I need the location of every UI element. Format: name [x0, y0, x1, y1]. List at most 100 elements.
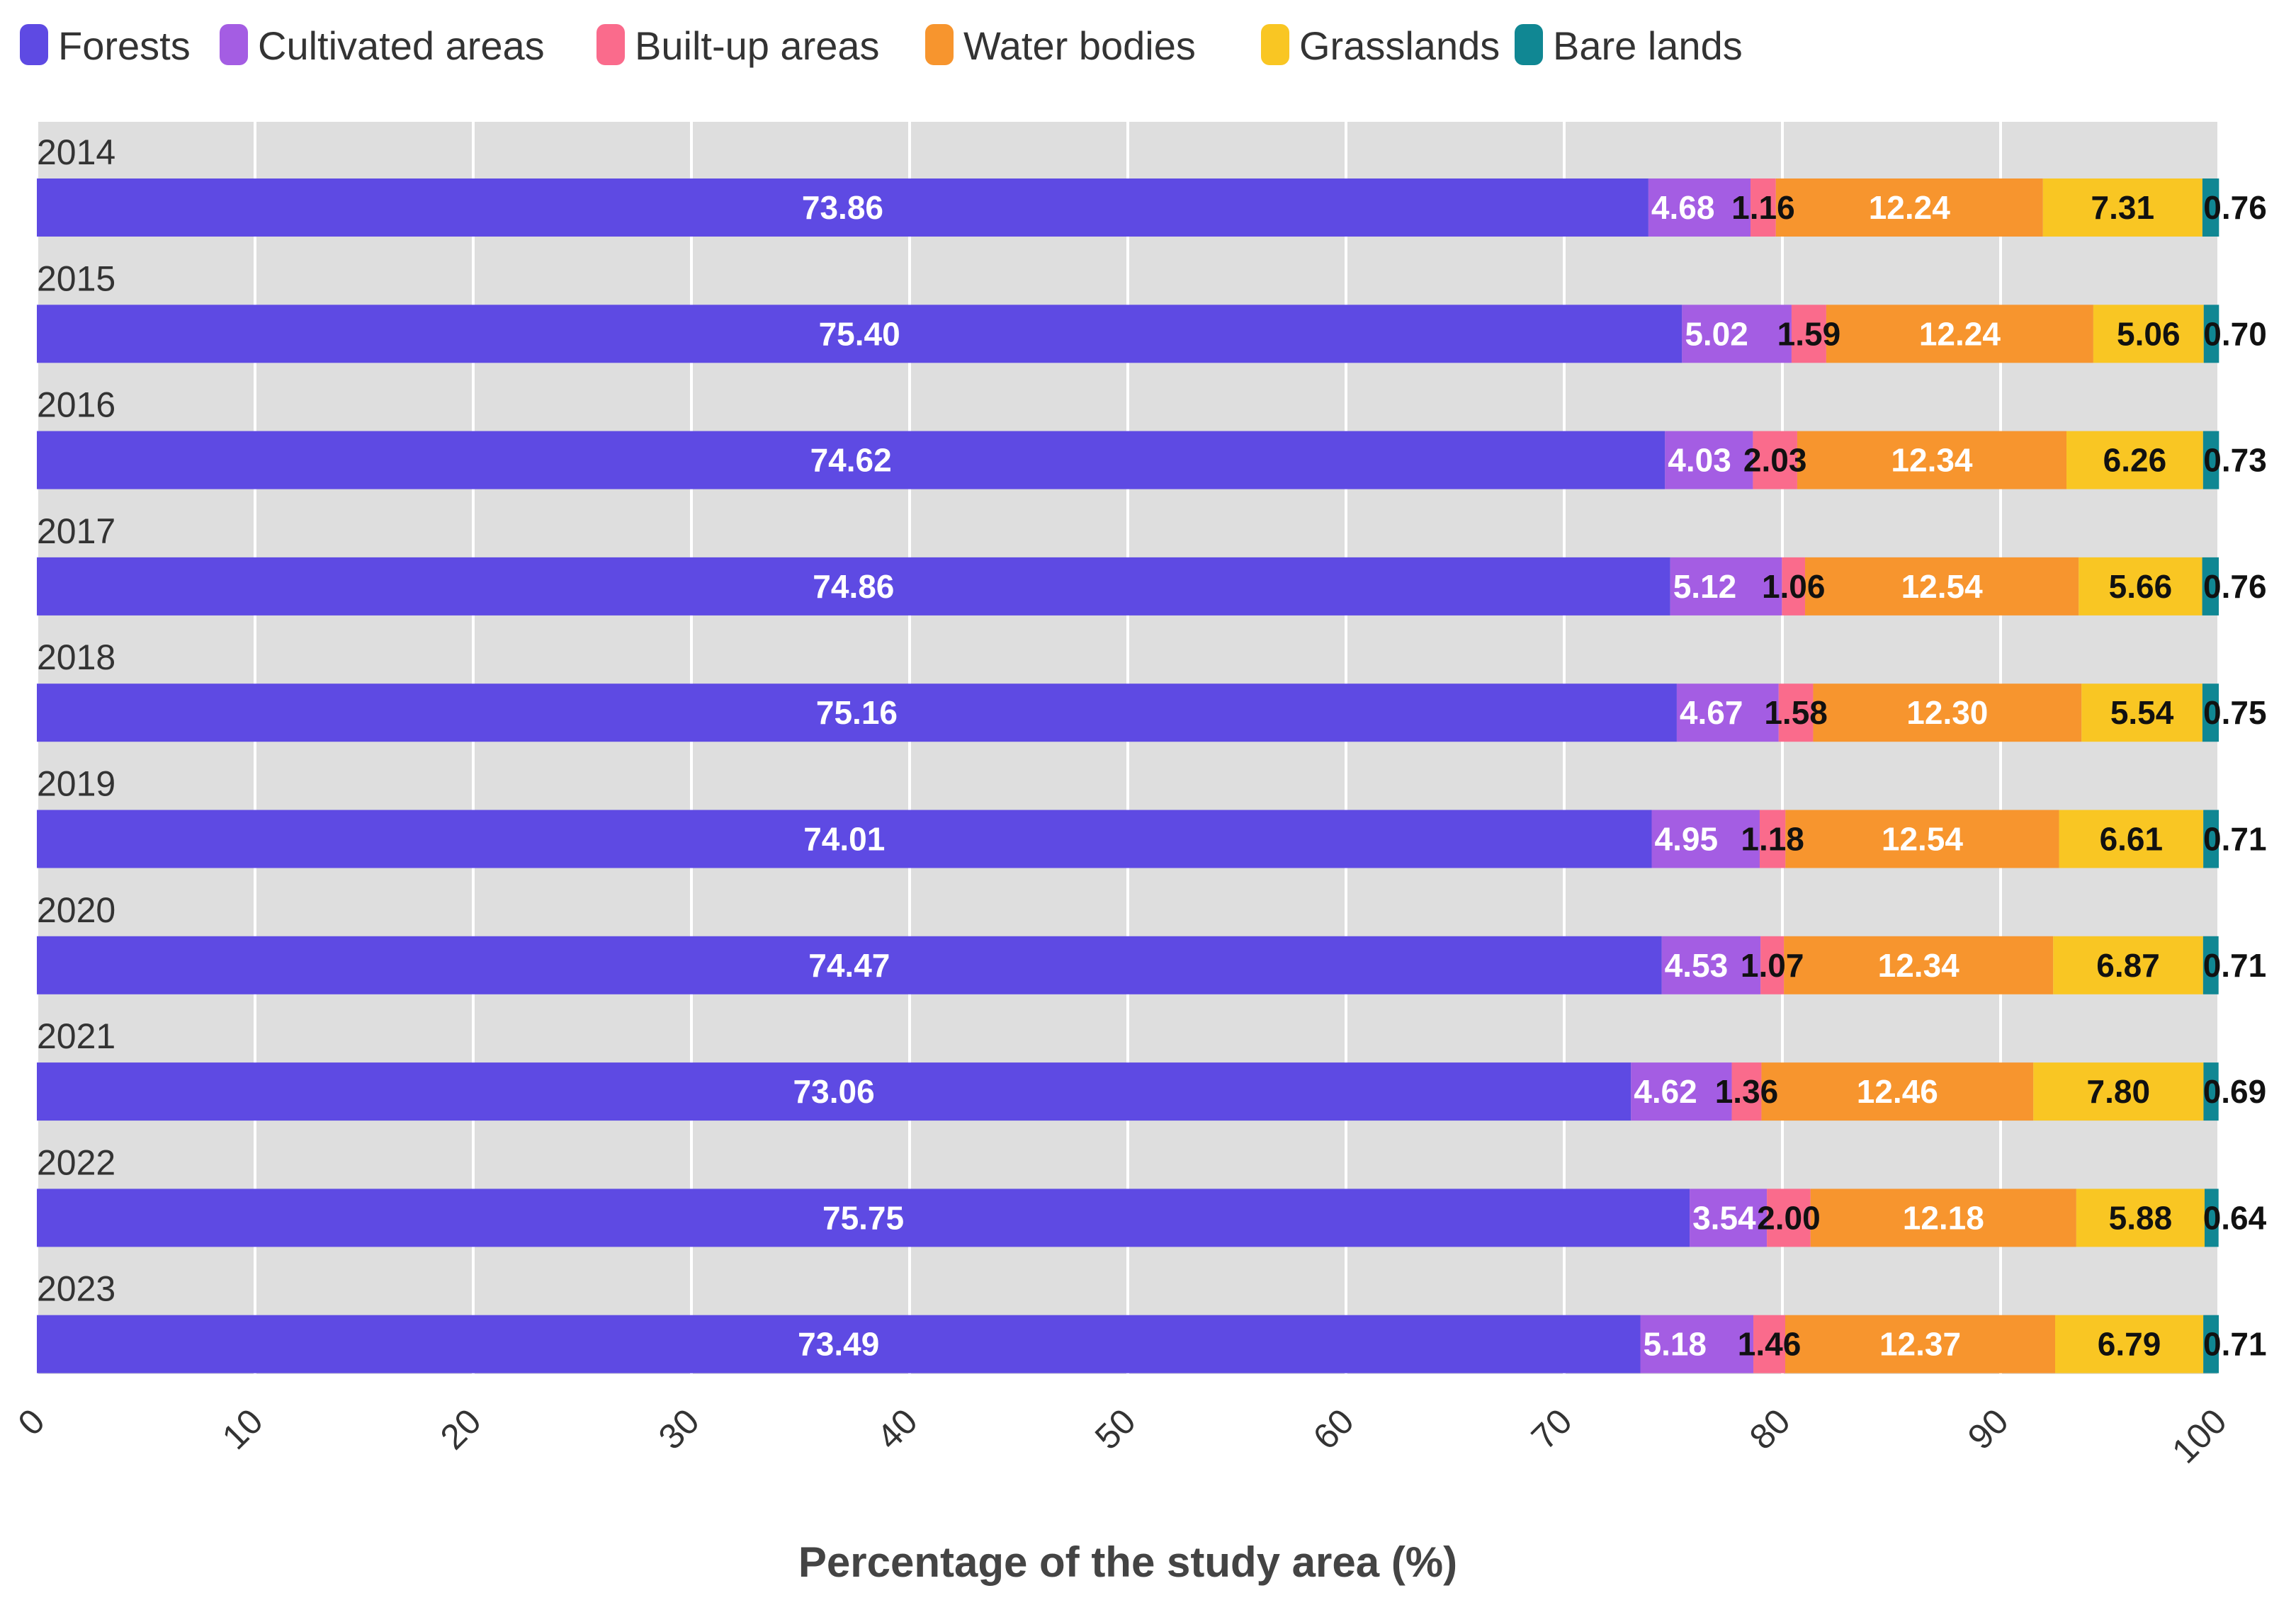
data-label-built-up-areas-2017: 1.06 [1762, 568, 1826, 605]
data-label-forests-2017: 74.86 [813, 568, 894, 605]
data-label-cultivated-areas-2016: 4.03 [1668, 442, 1731, 479]
bar-water-bodies-2017 [1805, 557, 2079, 616]
bar-bare-lands-2018 [2202, 684, 2219, 742]
data-label-built-up-areas-2016: 2.03 [1743, 442, 1807, 479]
data-label-water-bodies-2016: 12.34 [1891, 442, 1973, 479]
data-label-cultivated-areas-2023: 5.18 [1643, 1326, 1707, 1363]
data-label-grasslands-2018: 5.54 [2110, 694, 2174, 731]
bar-grasslands-2021 [2033, 1062, 2204, 1121]
bar-grasslands-2022 [2076, 1189, 2205, 1247]
data-label-grasslands-2021: 7.80 [2087, 1073, 2151, 1110]
bar-grasslands-2018 [2081, 684, 2202, 742]
legend-swatch-forests [20, 24, 48, 65]
legend: Forests Cultivated areas Built-up areas Wat… [20, 23, 1743, 68]
data-label-grasslands-2015: 5.06 [2117, 315, 2181, 352]
bar-cultivated-areas-2015 [1682, 305, 1792, 363]
bar-built-up-areas-2021 [1731, 1062, 1762, 1121]
year-label-2018: 2018 [37, 637, 115, 677]
bar-water-bodies-2014 [1775, 178, 2043, 237]
bar-forests-2015 [37, 305, 1683, 363]
data-label-bare-lands-2021: 0.69 [2203, 1073, 2267, 1110]
bar-forests-2016 [37, 431, 1666, 489]
x-tick-label-40: 40 [869, 1401, 925, 1457]
x-tick-label-20: 20 [433, 1401, 489, 1457]
data-label-forests-2018: 75.16 [816, 694, 898, 731]
data-label-bare-lands-2018: 0.75 [2203, 694, 2267, 731]
data-label-built-up-areas-2020: 1.07 [1741, 947, 1804, 984]
x-axis-title: Percentage of the study area (%) [798, 1538, 1457, 1586]
bar-cultivated-areas-2018 [1676, 684, 1779, 742]
bar-bare-lands-2015 [2203, 305, 2219, 363]
data-label-cultivated-areas-2017: 5.12 [1673, 568, 1737, 605]
x-tick-label-50: 50 [1087, 1401, 1143, 1457]
year-label-2019: 2019 [37, 764, 115, 804]
x-tick-label-0: 0 [11, 1401, 52, 1443]
data-label-cultivated-areas-2022: 3.54 [1692, 1199, 1756, 1236]
bar-water-bodies-2018 [1813, 684, 2082, 742]
legend-swatch-built-up-areas [596, 24, 625, 65]
data-label-built-up-areas-2019: 1.18 [1741, 821, 1804, 858]
data-label-water-bodies-2014: 12.24 [1869, 189, 1951, 226]
bar-forests-2017 [37, 557, 1670, 616]
data-label-grasslands-2016: 6.26 [2103, 442, 2167, 479]
legend-label-forests: Forests [58, 23, 191, 68]
bar-cultivated-areas-2023 [1640, 1315, 1754, 1373]
x-tick-label-60: 60 [1306, 1401, 1362, 1457]
bar-bare-lands-2014 [2202, 178, 2219, 237]
data-label-forests-2015: 75.40 [819, 315, 900, 352]
bar-cultivated-areas-2021 [1631, 1062, 1732, 1121]
legend-swatch-grasslands [1261, 24, 1289, 65]
bar-bare-lands-2016 [2202, 431, 2219, 489]
data-label-water-bodies-2019: 12.54 [1882, 821, 1964, 858]
data-label-cultivated-areas-2015: 5.02 [1685, 315, 1748, 352]
data-label-grasslands-2017: 5.66 [2109, 568, 2173, 605]
data-label-grasslands-2023: 6.79 [2098, 1326, 2161, 1363]
legend-swatch-bare-lands [1515, 24, 1543, 65]
bar-built-up-areas-2019 [1759, 810, 1786, 868]
bar-cultivated-areas-2017 [1670, 557, 1782, 616]
data-label-water-bodies-2022: 12.18 [1903, 1199, 1984, 1236]
bar-bare-lands-2019 [2203, 810, 2219, 868]
data-label-cultivated-areas-2021: 4.62 [1634, 1073, 1697, 1110]
bar-cultivated-areas-2016 [1665, 431, 1753, 489]
data-label-water-bodies-2015: 12.24 [1919, 315, 2001, 352]
data-label-forests-2023: 73.49 [798, 1326, 879, 1363]
data-label-water-bodies-2020: 12.34 [1878, 947, 1960, 984]
data-label-cultivated-areas-2020: 4.53 [1665, 947, 1729, 984]
bar-cultivated-areas-2019 [1651, 810, 1760, 868]
data-label-built-up-areas-2023: 1.46 [1738, 1326, 1802, 1363]
data-label-bare-lands-2020: 0.71 [2203, 947, 2267, 984]
bar-bare-lands-2022 [2204, 1189, 2219, 1247]
bar-water-bodies-2015 [1826, 305, 2093, 363]
bar-built-up-areas-2016 [1753, 431, 1797, 489]
x-tick-label-100: 100 [2164, 1401, 2234, 1471]
legend-label-grasslands: Grasslands [1299, 23, 1500, 68]
bar-built-up-areas-2018 [1778, 684, 1814, 742]
bar-built-up-areas-2017 [1782, 557, 1806, 616]
bar-forests-2020 [37, 936, 1662, 994]
bar-water-bodies-2022 [1810, 1189, 2076, 1247]
year-label-2023: 2023 [37, 1269, 115, 1309]
bar-forests-2022 [37, 1189, 1690, 1247]
bar-grasslands-2014 [2042, 178, 2202, 237]
bar-built-up-areas-2020 [1760, 936, 1785, 994]
data-label-bare-lands-2015: 0.70 [2203, 315, 2267, 352]
bar-forests-2021 [37, 1062, 1631, 1121]
data-label-water-bodies-2018: 12.30 [1906, 694, 1988, 731]
bar-bare-lands-2021 [2203, 1062, 2219, 1121]
data-label-grasslands-2020: 6.87 [2096, 947, 2160, 984]
data-label-cultivated-areas-2014: 4.68 [1651, 189, 1715, 226]
bar-bare-lands-2023 [2203, 1315, 2219, 1373]
data-label-grasslands-2022: 5.88 [2109, 1199, 2173, 1236]
bar-water-bodies-2019 [1785, 810, 2059, 868]
bar-bare-lands-2017 [2202, 557, 2219, 616]
data-label-bare-lands-2019: 0.71 [2203, 821, 2267, 858]
bar-grasslands-2016 [2066, 431, 2203, 489]
year-label-2016: 2016 [37, 385, 115, 425]
bar-cultivated-areas-2022 [1690, 1189, 1768, 1247]
x-tick-label-80: 80 [1742, 1401, 1798, 1457]
bar-forests-2014 [37, 178, 1649, 237]
data-label-cultivated-areas-2019: 4.95 [1655, 821, 1719, 858]
data-label-grasslands-2019: 6.61 [2100, 821, 2164, 858]
